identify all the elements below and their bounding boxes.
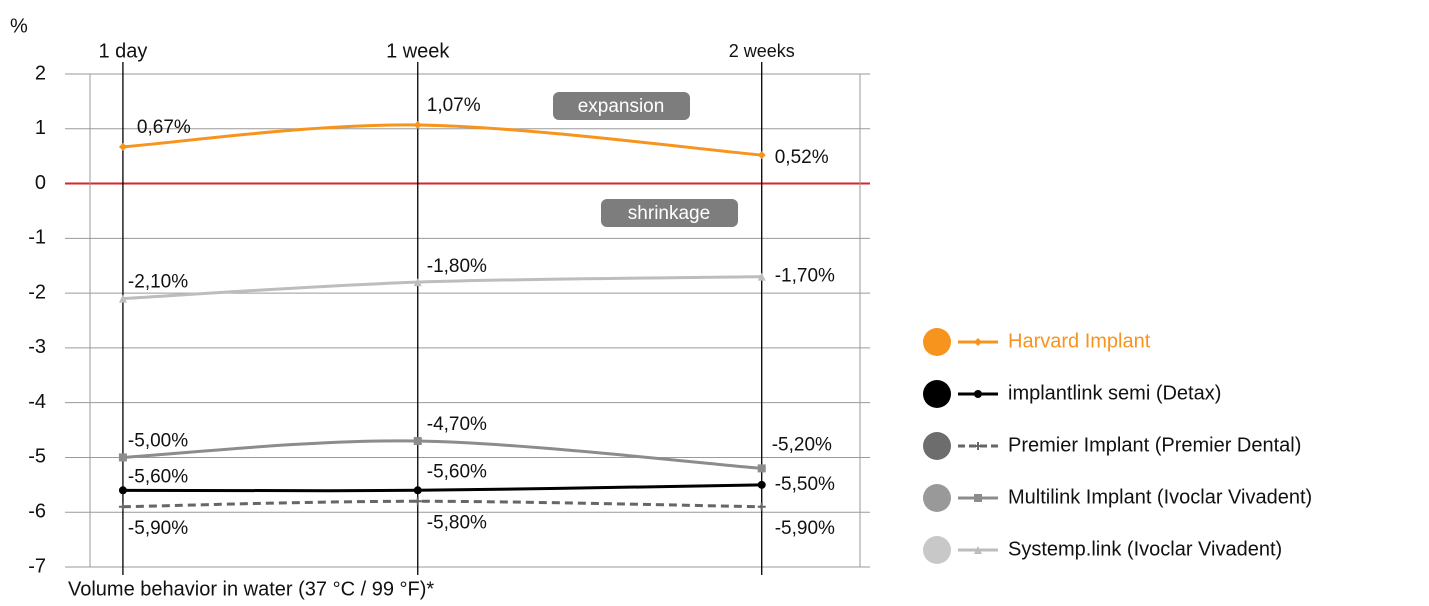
legend-label: implantlink semi (Detax): [1008, 382, 1221, 404]
y-tick-label: -5: [28, 446, 46, 468]
marker: [974, 442, 982, 450]
data-label: -5,60%: [427, 461, 487, 482]
marker: [118, 486, 127, 495]
data-label: -4,70%: [427, 414, 487, 435]
y-tick-label: -1: [28, 227, 46, 249]
marker: [413, 437, 422, 446]
marker: [974, 494, 982, 502]
marker: [757, 151, 766, 160]
data-label: -5,20%: [772, 434, 832, 455]
marker: [757, 464, 766, 473]
legend-dot: [923, 432, 951, 460]
marker: [757, 502, 766, 511]
y-tick-label: -4: [28, 391, 46, 413]
series-line: [122, 123, 762, 157]
marker: [757, 480, 766, 489]
legend-label: Premier Implant (Premier Dental): [1008, 434, 1301, 456]
data-label: 0,52%: [775, 147, 829, 168]
data-label: -5,60%: [128, 466, 188, 487]
marker: [974, 338, 982, 346]
data-label: -1,70%: [775, 266, 835, 287]
legend-label: Multilink Implant (Ivoclar Vivadent): [1008, 486, 1312, 508]
legend-label: Systemp.link (Ivoclar Vivadent): [1008, 538, 1282, 560]
series-line: [122, 483, 762, 493]
marker: [118, 294, 127, 303]
y-tick-label: 2: [35, 62, 46, 84]
annotation-box: [553, 92, 690, 120]
marker: [118, 142, 127, 151]
annotation-box: [601, 199, 738, 227]
y-tick-label: 0: [35, 172, 46, 194]
data-label: -5,80%: [427, 512, 487, 533]
marker: [757, 272, 766, 281]
data-label: 0,67%: [137, 117, 191, 138]
marker: [118, 502, 127, 511]
data-label: -5,00%: [128, 430, 188, 451]
y-tick-label: -7: [28, 555, 46, 577]
annotation: expansion: [578, 96, 665, 117]
marker: [974, 546, 982, 554]
annotation: shrinkage: [628, 203, 710, 224]
data-label: -5,90%: [775, 518, 835, 539]
legend-dot: [923, 484, 951, 512]
legend-dot: [923, 328, 951, 356]
data-label: -1,80%: [427, 256, 487, 277]
y-tick-label: 1: [35, 117, 46, 139]
y-tick-label: -3: [28, 336, 46, 358]
series-line: [122, 499, 762, 509]
y-axis-label: %: [10, 15, 28, 37]
marker: [974, 390, 982, 398]
legend-item: Systemp.link (Ivoclar Vivadent): [923, 536, 1282, 564]
data-label: -2,10%: [128, 272, 188, 293]
legend-item: Premier Implant (Premier Dental): [923, 432, 1301, 460]
series-line: [122, 275, 762, 301]
footnote: Volume behavior in water (37 °C / 99 °F)…: [68, 578, 434, 600]
legend-label: Harvard Implant: [1008, 330, 1151, 352]
legend-item: Multilink Implant (Ivoclar Vivadent): [923, 484, 1312, 512]
legend-item: implantlink semi (Detax): [923, 380, 1221, 408]
marker: [413, 278, 422, 287]
data-label: -5,50%: [775, 474, 835, 495]
legend-dot: [923, 380, 951, 408]
x-tick-label: 2 weeks: [729, 41, 795, 61]
data-label: 1,07%: [427, 95, 481, 116]
data-label: -5,90%: [128, 518, 188, 539]
x-tick-label: 1 day: [98, 40, 147, 62]
marker: [413, 497, 422, 506]
legend-item: Harvard Implant: [923, 328, 1151, 356]
marker: [413, 120, 422, 129]
y-tick-label: -2: [28, 281, 46, 303]
marker: [118, 453, 127, 462]
x-tick-label: 1 week: [386, 40, 450, 62]
marker: [413, 486, 422, 495]
y-tick-label: -6: [28, 501, 46, 523]
legend-dot: [923, 536, 951, 564]
